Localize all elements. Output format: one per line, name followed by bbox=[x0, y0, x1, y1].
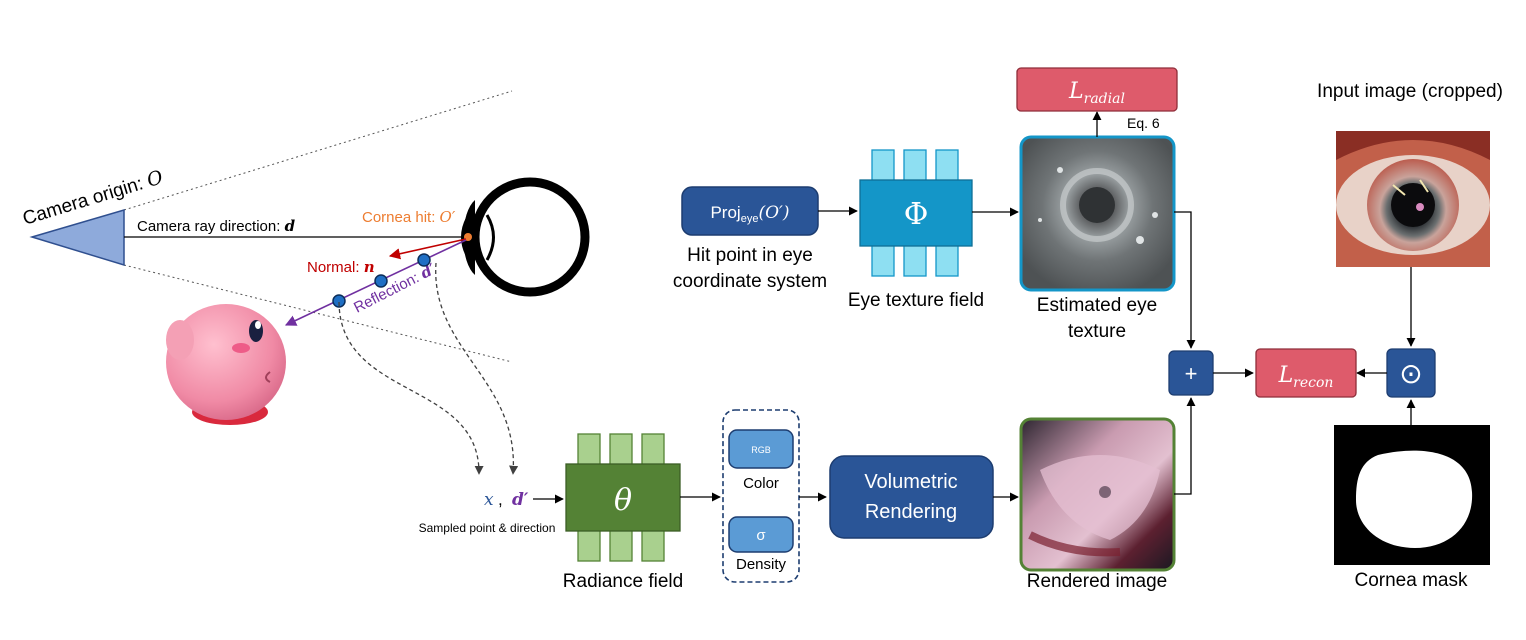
kirby-figure-image bbox=[166, 304, 286, 425]
l-recon-label: Lrecon bbox=[1278, 363, 1334, 391]
cornea-mask-image bbox=[1334, 425, 1490, 565]
plus-symbol: + bbox=[1185, 361, 1198, 386]
input-image-caption: Input image (cropped) bbox=[1317, 81, 1503, 102]
sample-comma: , bbox=[498, 490, 503, 509]
sample-d-symbol: d′ bbox=[512, 490, 529, 510]
estimated-caption-2: texture bbox=[1068, 321, 1126, 342]
arrow-rendered-to-sum bbox=[1174, 397, 1196, 495]
input-eye-image bbox=[1336, 131, 1490, 267]
arrow-texture-to-sum bbox=[1174, 211, 1196, 349]
eye-texture-network: Φ bbox=[859, 149, 973, 277]
sample-point-connector bbox=[338, 301, 484, 475]
l-radial-label: Lradial bbox=[1068, 79, 1125, 107]
normal-arrow bbox=[388, 238, 467, 260]
field-outputs-group: RGB Color σ Density bbox=[722, 409, 800, 583]
volumetric-line-1: Volumetric bbox=[864, 471, 957, 493]
color-label: Color bbox=[743, 475, 779, 492]
phi-caption: Eye texture field bbox=[848, 290, 984, 311]
sum-node: + bbox=[1168, 350, 1214, 396]
normal-label: Normal: n bbox=[307, 258, 375, 276]
estimated-caption-1: Estimated eye bbox=[1037, 295, 1157, 316]
sigma-label: σ bbox=[756, 527, 766, 544]
cornea-hit-label: Cornea hit: O′ bbox=[362, 208, 456, 226]
rgb-output bbox=[728, 429, 794, 469]
estimated-eye-texture-image bbox=[1019, 135, 1176, 292]
radiance-field-network: θ bbox=[565, 433, 681, 562]
volumetric-line-2: Rendering bbox=[865, 501, 957, 523]
theta-caption: Radiance field bbox=[563, 571, 683, 592]
rendered-image bbox=[1019, 417, 1176, 572]
l-radial-box: Lradial bbox=[1016, 67, 1178, 112]
theta-symbol: θ bbox=[614, 483, 632, 518]
eye-diagram-icon bbox=[461, 177, 590, 297]
proj-label: Projeye(O′) bbox=[710, 203, 789, 225]
sampled-caption: Sampled point & direction bbox=[419, 521, 556, 535]
proj-caption-1: Hit point in eye bbox=[687, 245, 813, 266]
mask-multiply-node: ⊙ bbox=[1386, 348, 1436, 398]
volumetric-rendering-box: Volumetric Rendering bbox=[829, 455, 994, 539]
l-recon-box: Lrecon bbox=[1255, 348, 1357, 398]
density-label: Density bbox=[736, 556, 787, 573]
sample-point bbox=[332, 294, 346, 308]
rgb-label: RGB bbox=[751, 445, 771, 455]
eq-reference: Eq. 6 bbox=[1127, 115, 1160, 131]
view-frustum-bottom bbox=[123, 264, 513, 363]
sample-x-symbol: x bbox=[484, 490, 494, 510]
cornea-mask-caption: Cornea mask bbox=[1355, 570, 1468, 591]
camera-ray-label: Camera ray direction: d bbox=[137, 217, 296, 235]
proj-caption-2: coordinate system bbox=[673, 271, 827, 292]
view-frustum-top bbox=[123, 90, 513, 211]
odot-symbol: ⊙ bbox=[1399, 358, 1422, 389]
proj-box: Projeye(O′) bbox=[681, 186, 819, 236]
sample-point bbox=[417, 253, 431, 267]
sample-point bbox=[374, 274, 388, 288]
phi-symbol: Φ bbox=[904, 197, 929, 232]
sigma-output bbox=[728, 516, 794, 553]
rendered-caption: Rendered image bbox=[1027, 571, 1167, 592]
sample-direction-connector bbox=[435, 262, 519, 475]
